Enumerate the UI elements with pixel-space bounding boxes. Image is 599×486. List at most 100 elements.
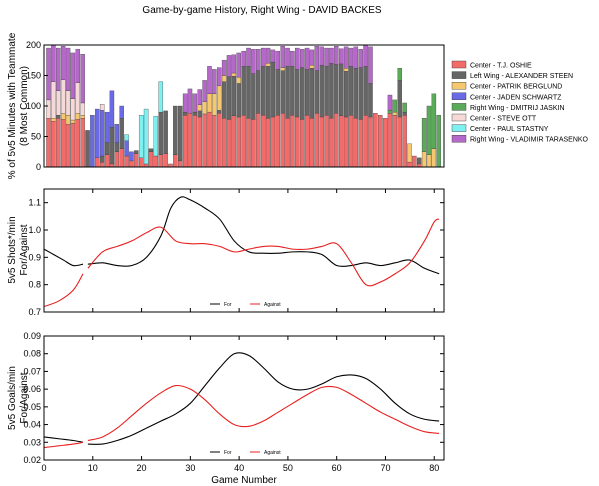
bar-segment [134,150,139,154]
bar-segment [260,66,266,116]
bar-segment [207,111,212,168]
bar-segment [368,83,373,118]
y-tick-label: 0.08 [23,349,41,359]
bar-segment [119,105,124,119]
legend-label: Against [264,450,281,456]
y-tick-label: 0.9 [28,252,41,262]
bar-segment [114,151,120,168]
x-axis-ticks: 0 10 20 30 40 50 60 70 80 [41,336,439,473]
bar-segment [270,61,276,118]
bar-segment [51,81,56,119]
bar-segment [173,154,178,168]
bar-segment [192,93,198,113]
bar-segment [304,69,310,116]
bar-segment [402,102,407,113]
bar-segment [231,115,237,168]
bar-segment [407,161,412,168]
bar-segment [368,46,373,84]
bar-segment [256,113,261,168]
bar-segment [343,116,349,168]
bar-segment [241,50,246,67]
bar-segment [436,115,441,168]
bar-segment [129,160,134,168]
bar-segment [56,47,61,91]
bar-segment [207,66,212,94]
plot-frame [43,188,445,313]
legend-label: Against [264,302,281,308]
line-layer [43,196,440,308]
bar-segment [217,110,222,114]
y-axis-label: 5v5 Goals/min [7,366,18,430]
y-axis-label-line2: (8 Most Common) [19,66,30,146]
bar-segment [212,115,217,168]
bar-segment [329,63,334,119]
bar-segment [182,111,188,116]
bar-segment [246,66,251,119]
bar-segment [56,118,61,168]
bar-segment [260,115,266,168]
bar-segment [104,111,110,143]
bar-segment [260,47,266,67]
bar-segment [299,119,305,168]
series-line [43,273,84,308]
y-axis-ticks: 0.02 0.03 0.04 0.05 0.06 0.07 0.08 0.09 [23,331,444,465]
bar-segment [368,116,373,168]
y-tick-label: 0.05 [23,402,41,412]
bar-segment [51,44,56,82]
series-line [43,441,84,449]
bar-segment [348,115,354,168]
bar-segment [387,113,393,168]
legend-swatch [451,103,467,111]
bar-segment [275,115,281,168]
bar-segment [402,111,407,116]
bar-segment [353,46,359,69]
bar-segment [236,77,241,84]
bar-segment [75,113,81,120]
bar-segment [182,93,188,113]
bar-segment [329,118,334,168]
bar-segment [70,119,76,124]
bar-segment [270,49,276,63]
bar-segment [353,68,359,119]
bar-segment [363,66,368,116]
x-tick-label: 70 [380,463,390,473]
y-tick-label: 150 [26,71,41,81]
y-axis-ticks: 0.7 0.8 0.9 1.0 1.1 [28,198,444,317]
bar-segment [221,81,227,119]
bar-segment [212,93,217,116]
y-tick-label: 100 [26,101,41,111]
bar-segment [299,49,305,68]
bar-segment [65,124,71,168]
bar-segment [290,115,295,168]
bar-segment [56,115,61,119]
y-tick-label: 1.1 [28,198,41,208]
x-tick-label: 50 [283,463,293,473]
bar-segment [397,80,402,118]
bar-segment [343,46,349,69]
x-axis-ticks [43,189,435,312]
bar-segment [397,68,402,81]
bar-segment [314,70,320,114]
y-tick-label: 0.06 [23,384,41,394]
bar-segment [241,115,246,168]
bar-segment [246,47,251,67]
bar-segment [129,151,134,162]
bar-segment [251,73,256,120]
bar-segment [80,102,85,116]
bar-layer [46,44,441,168]
bar-segment [236,83,241,118]
bar-segment [80,118,85,168]
bar-segment [56,90,61,116]
bar-segment [158,111,163,155]
legend-label: Center - STEVE OTT [470,116,537,123]
bar-segment [304,47,310,70]
y-tick-label: 0.8 [28,280,41,290]
bar-segment [324,66,329,116]
bar-segment [109,90,115,128]
shots-line-chart: 0.7 0.8 0.9 1.0 1.1 5v5 Shots*/min For/Again… [7,188,445,317]
bar-segment [319,64,324,118]
legend-swatch [451,134,467,143]
bar-segment [246,118,251,168]
bar-segment [319,46,324,66]
legend-swatch [451,71,467,79]
